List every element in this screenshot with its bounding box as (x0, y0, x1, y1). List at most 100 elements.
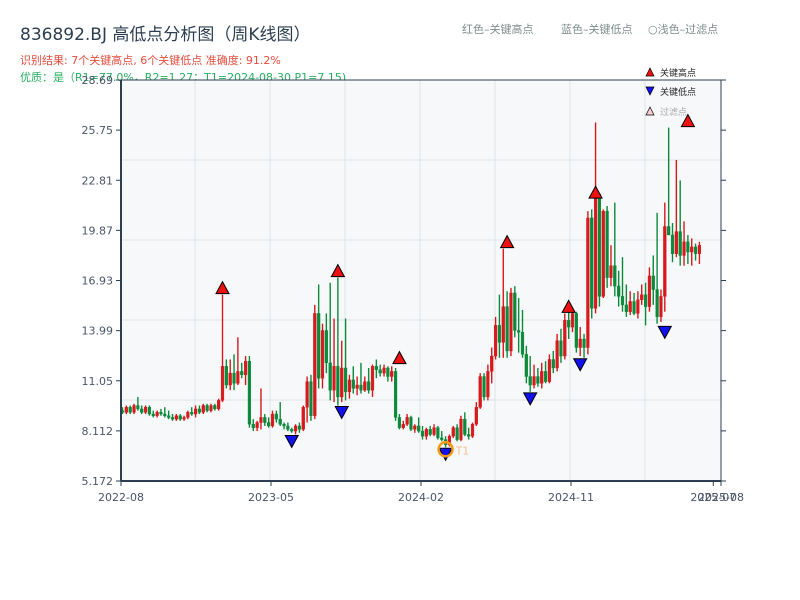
y-tick-label: 8.112 (82, 425, 114, 438)
candle-down (590, 217, 594, 309)
candle-up (340, 367, 344, 398)
key-high-marker-icon (392, 350, 407, 365)
x-tick-label: 2023-05 (248, 491, 294, 504)
candle-down (378, 369, 382, 374)
candle-down (274, 413, 278, 420)
key-high-marker-icon (499, 234, 515, 249)
candle-up (697, 245, 702, 254)
key-high-marker-icon (588, 185, 603, 199)
candle-up (193, 408, 198, 415)
candle-up (486, 371, 490, 398)
candle-up (609, 265, 613, 278)
candle-up (490, 355, 494, 372)
key-low-marker-icon (572, 358, 588, 372)
candle-up (547, 359, 552, 382)
candle-down (393, 371, 398, 418)
candle-down (343, 367, 348, 393)
candle-up (474, 407, 478, 425)
candle-up (363, 381, 367, 391)
candle-up (659, 296, 663, 318)
candle-down (128, 407, 132, 413)
x-tick-label: 2025-07 (690, 491, 736, 504)
candle-down (386, 367, 390, 377)
candle-up (493, 325, 498, 357)
legend-label: 关键低点 (660, 86, 696, 98)
candle-down (420, 430, 425, 437)
candle-up (555, 340, 559, 369)
candle-down (686, 241, 690, 253)
key-low-marker-icon (657, 325, 673, 340)
candle-down (151, 413, 155, 416)
candle-up (601, 210, 605, 297)
candle-down (467, 434, 471, 437)
candle-up (370, 366, 375, 391)
candle-down (224, 366, 228, 386)
candle-up (586, 217, 590, 348)
candle-up (628, 301, 632, 312)
candle-up (640, 294, 644, 300)
candle-down (670, 234, 675, 254)
x-tick-label: 2024-11 (548, 491, 594, 504)
candle-down (367, 381, 371, 391)
axes: 28.69 25.75 22.81 19.87 16.93 13.99 11.05 8.112… (82, 74, 744, 504)
candle-up (647, 275, 652, 307)
candle-up (236, 371, 240, 384)
candle-up (320, 330, 325, 379)
markers: T1 (215, 113, 696, 462)
candle-down (282, 424, 286, 427)
candle-down (251, 424, 255, 428)
candle-down (455, 427, 459, 440)
candle-down (374, 366, 378, 370)
candle-down (440, 437, 444, 440)
candle-up (532, 376, 536, 386)
candle-down (351, 379, 355, 389)
candle-up (663, 226, 667, 297)
candle-up (259, 417, 263, 423)
y-tick-label: 16.93 (82, 275, 114, 288)
candle-up (413, 425, 417, 430)
legend-red-key-high: 红色–关键高点 (462, 23, 534, 36)
candle-down (140, 408, 144, 413)
candle-up (674, 231, 678, 254)
candle-down (428, 429, 432, 435)
y-tick-label: 22.81 (82, 174, 114, 187)
candle-up (228, 372, 232, 386)
candle-down (551, 359, 555, 369)
recognition-result: 识别结果: 7个关键高点, 6个关键低点 准确度: 91.2% (20, 54, 281, 67)
candle-down (482, 376, 486, 398)
candle-down (297, 425, 302, 430)
candle-down (582, 338, 586, 348)
candle-down (463, 418, 467, 435)
x-tick-label: 2024-02 (398, 491, 444, 504)
candle-up (217, 400, 221, 410)
candle-down (567, 320, 571, 328)
candle-down (505, 306, 509, 352)
candle-down (620, 296, 625, 306)
candle-up (593, 193, 598, 309)
candle-up (220, 366, 225, 401)
y-tick-label: 13.99 (82, 325, 114, 338)
candle-up (355, 384, 359, 389)
candle-down (678, 231, 682, 256)
candle-down (178, 415, 182, 420)
plot-area (121, 80, 721, 481)
candle-down (240, 371, 244, 376)
y-tick-label: 28.69 (82, 74, 114, 87)
candle-up (270, 413, 275, 427)
candle-up (540, 371, 544, 384)
candle-down (617, 285, 621, 297)
candle-down (497, 325, 502, 343)
candle-up (459, 418, 463, 440)
candle-down (213, 405, 217, 410)
candle-down (543, 371, 548, 382)
candle-up (478, 376, 482, 408)
candle-up (143, 407, 148, 413)
candle-up (313, 313, 317, 416)
candle-down (205, 405, 209, 411)
y-tick-label: 5.172 (82, 475, 114, 488)
candle-down (324, 330, 328, 364)
candle-up (301, 407, 305, 430)
candle-down (536, 376, 540, 384)
candle-up (174, 415, 178, 420)
